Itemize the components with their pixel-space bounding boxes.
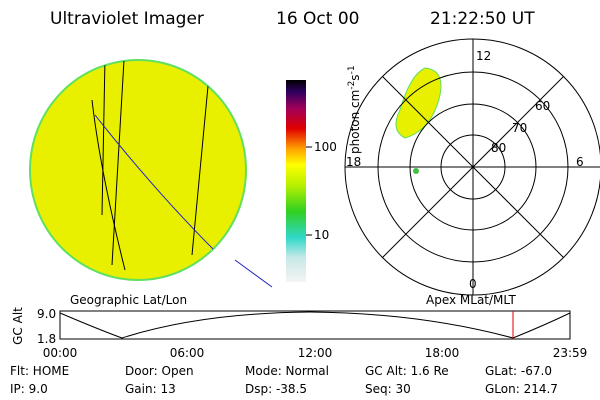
footer-field: Mode: Normal — [245, 364, 329, 378]
time-label: 00:00 — [43, 346, 78, 360]
time-label: 18:00 — [425, 346, 460, 360]
colorbar-tick: 100 — [314, 140, 337, 154]
footer-field: Flt: HOME — [10, 364, 69, 378]
panel-label: Apex MLat/MLT — [426, 293, 516, 307]
orbit-plot: GC Alt 9.0 1.8 00:00 06:00 12:00 18:00 2… — [11, 307, 587, 360]
time: 21:22:50 UT — [430, 9, 535, 29]
axis-label: GC Alt — [11, 307, 25, 345]
footer-field: GC Alt: 1.6 Re — [365, 364, 449, 378]
mlat-label: 70 — [512, 121, 527, 135]
mlt-label: 6 — [576, 155, 584, 169]
footer-field: GLon: 214.7 — [485, 382, 558, 396]
date: 16 Oct 00 — [276, 9, 359, 29]
title: Ultraviolet Imager — [50, 9, 204, 29]
colorbar-label: photon cm-2s-1 — [347, 65, 362, 154]
polar-plot — [344, 38, 600, 296]
footer-field: Seq: 30 — [365, 382, 411, 396]
mlat-label: 60 — [535, 99, 550, 113]
y-label: 1.8 — [37, 332, 56, 346]
colorbar-tick: 10 — [314, 228, 329, 242]
mlt-label: 0 — [469, 277, 477, 291]
y-label: 9.0 — [37, 307, 56, 321]
footer-field: Door: Open — [125, 364, 194, 378]
earth-image — [29, 59, 273, 288]
footer-field: GLat: -67.0 — [485, 364, 552, 378]
time-label: 12:00 — [298, 346, 333, 360]
mlt-label: 12 — [476, 49, 491, 63]
footer-field: Gain: 13 — [125, 382, 176, 396]
panel-label: Geographic Lat/Lon — [70, 293, 187, 307]
time-label: 23:59 — [553, 346, 588, 360]
mlat-label: 80 — [491, 141, 506, 155]
footer-field: Dsp: -38.5 — [245, 382, 307, 396]
colorbar — [286, 80, 306, 282]
time-label: 06:00 — [170, 346, 205, 360]
footer: Flt: HOME Door: Open Mode: Normal GC Alt: 1… — [10, 364, 558, 396]
footer-field: IP: 9.0 — [10, 382, 48, 396]
mlt-label: 18 — [346, 155, 361, 169]
